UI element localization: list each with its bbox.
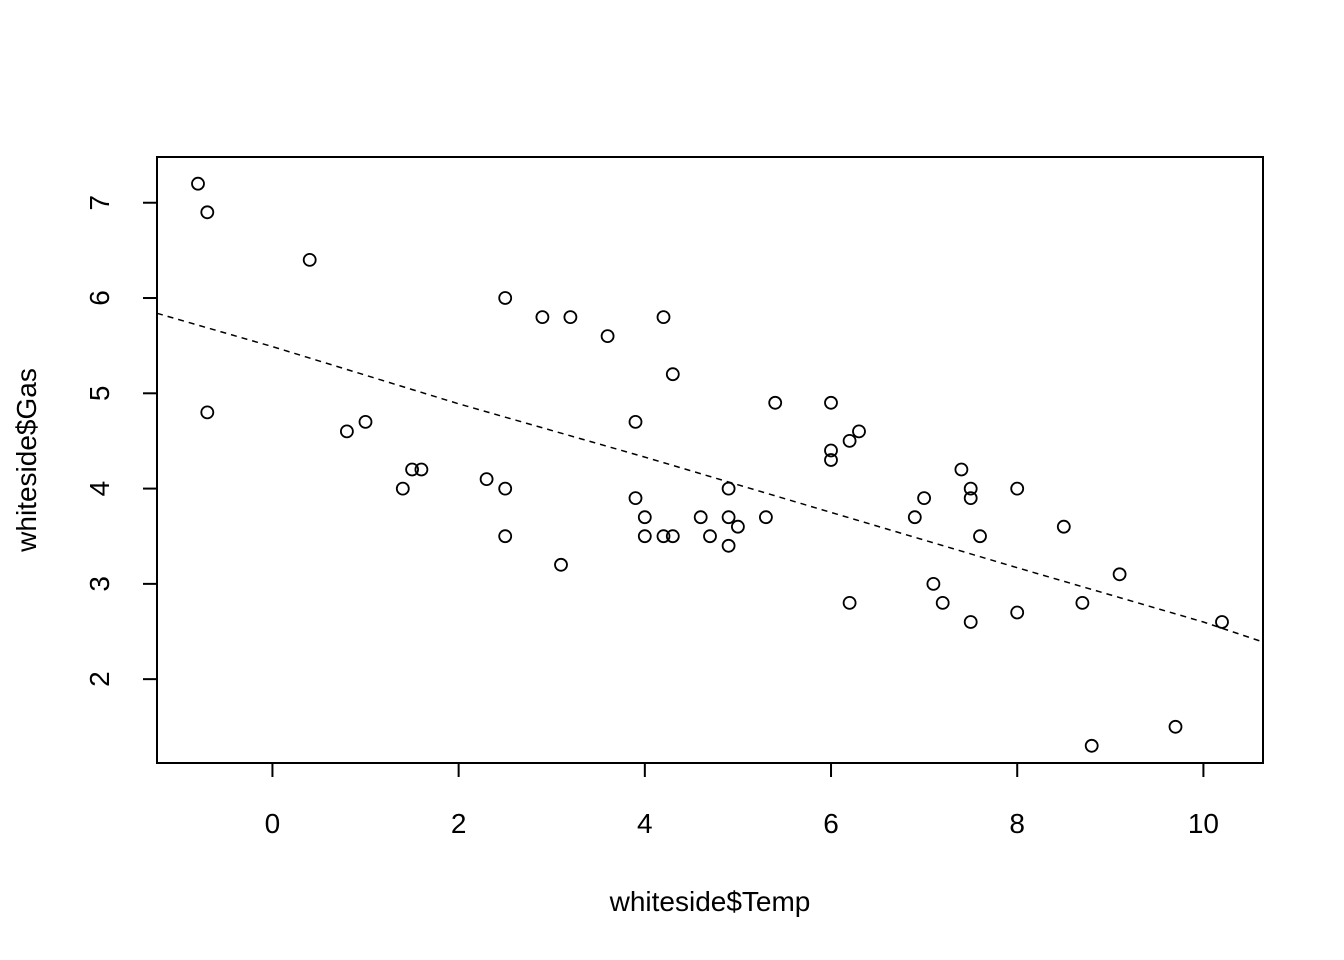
data-point [721,481,736,496]
y-tick-label: 7 [84,195,115,211]
data-point [498,529,513,544]
x-tick-label: 8 [1009,808,1025,839]
data-point [842,596,857,610]
data-point [535,310,550,325]
data-point [498,291,513,305]
data-point [973,529,987,544]
data-point [1075,596,1090,610]
y-tick-label: 5 [84,386,115,402]
data-point [768,395,783,410]
data-point [628,491,643,506]
data-point [1084,738,1099,753]
data-point [200,405,215,420]
fit-line-layer [156,312,1264,643]
data-point [358,414,373,429]
data-point [963,491,978,506]
data-point [405,462,420,477]
data-point [963,615,978,629]
data-point [1010,605,1025,620]
data-point [1112,567,1127,582]
data-point [842,433,857,448]
y-tick-label: 4 [84,481,115,497]
x-tick-label: 10 [1188,808,1219,839]
data-point [703,529,717,544]
data-point [554,557,568,572]
y-axis-label: whiteside$Gas [11,368,42,553]
y-axis: 2 3 4 5 6 7 [84,195,158,687]
data-point [414,462,429,477]
data-point [498,481,513,496]
data-point [656,529,671,544]
x-tick-label: 4 [637,808,653,839]
data-point [637,529,652,544]
data-point [637,510,652,525]
data-point [1168,719,1183,734]
data-point [852,424,866,439]
data-point [665,529,680,544]
data-point [628,414,643,429]
data-point [479,472,494,487]
data-point [963,481,978,496]
data-point [665,367,680,382]
data-point [917,491,931,506]
data-point [824,395,838,410]
data-point [721,510,736,525]
data-point [954,462,969,477]
data-point [824,453,838,467]
data-point [759,510,773,525]
data-point [1215,615,1229,629]
data-point [1010,481,1025,496]
data-point [721,538,736,553]
x-tick-label: 0 [265,808,281,839]
x-axis: 0 2 4 6 8 10 [265,762,1219,839]
fit-line [156,312,1264,643]
data-point [302,252,317,267]
data-point [926,577,941,591]
data-point [731,519,745,534]
x-tick-label: 6 [823,808,839,839]
data-point [563,310,578,325]
data-point [339,424,354,439]
y-tick-label: 2 [84,671,115,687]
data-point [907,510,922,525]
data-point [656,310,671,325]
data-point [693,510,708,525]
points-layer [191,176,1229,753]
data-point [600,329,615,344]
plot-frame [156,156,1264,764]
data-point [395,481,410,496]
y-tick-label: 6 [84,290,115,306]
data-point [200,205,215,220]
x-tick-label: 2 [451,808,467,839]
y-tick-label: 3 [84,576,115,592]
data-point [935,596,950,610]
data-point [824,443,838,458]
data-point [191,176,205,191]
data-point [1056,519,1071,534]
x-axis-label: whiteside$Temp [609,886,811,917]
